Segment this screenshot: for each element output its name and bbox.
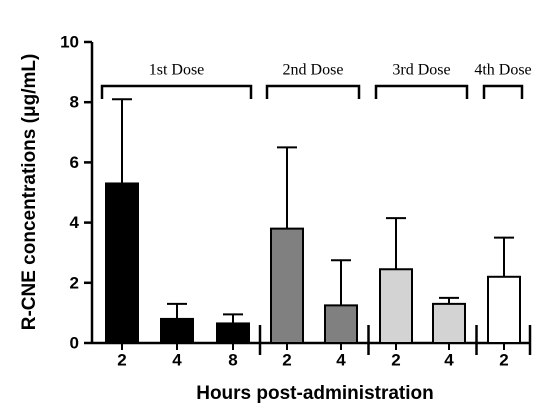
x-tick-label: 2 — [117, 350, 126, 369]
bar — [105, 182, 139, 344]
x-tick-label: 8 — [228, 350, 237, 369]
bar — [324, 304, 358, 344]
y-tick-label: 4 — [70, 213, 80, 232]
bar — [487, 275, 521, 344]
x-tick-label: 4 — [172, 350, 182, 369]
group-bracket — [374, 84, 469, 99]
y-tick-label: 10 — [60, 32, 79, 51]
x-tick-label: 2 — [391, 350, 400, 369]
group-bracket — [265, 84, 361, 99]
y-tick-label: 8 — [70, 93, 79, 112]
group-bracket — [100, 84, 253, 99]
group-label: 4th Dose — [474, 62, 531, 79]
bar — [432, 302, 466, 344]
group-label: 1st Dose — [149, 62, 205, 79]
y-axis-title: R-CNE concentrations (μg/mL) — [19, 54, 40, 331]
x-tick-label: 4 — [444, 350, 454, 369]
x-tick-label: 2 — [499, 350, 508, 369]
x-axis-title: Hours post-administration — [196, 383, 434, 404]
y-tick-label: 0 — [70, 333, 79, 352]
group-label: 2nd Dose — [283, 62, 344, 79]
bar — [379, 268, 413, 345]
bar — [216, 322, 250, 344]
y-tick-label: 6 — [70, 153, 79, 172]
group-label: 3rd Dose — [392, 62, 450, 79]
x-tick-label: 4 — [336, 350, 346, 369]
group-bracket — [482, 84, 524, 99]
bar — [270, 227, 304, 344]
bar — [160, 317, 194, 345]
x-tick-label: 2 — [282, 350, 291, 369]
y-tick-label: 2 — [70, 273, 79, 292]
